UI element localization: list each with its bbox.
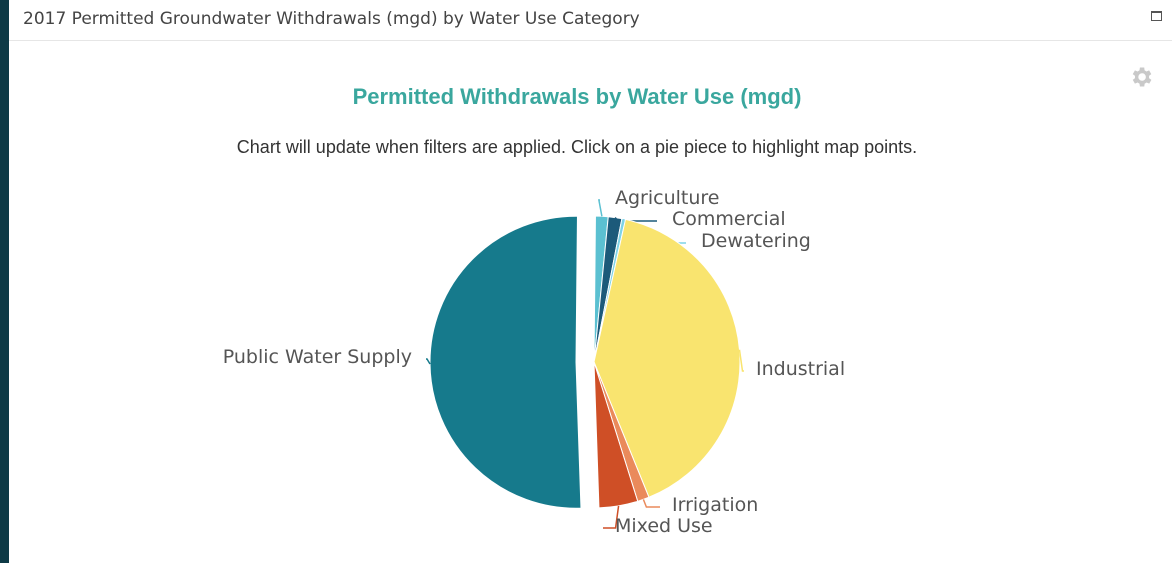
panel-title: 2017 Permitted Groundwater Withdrawals (…: [23, 9, 640, 29]
maximize-icon[interactable]: [1151, 11, 1162, 21]
pie-slice-industrial[interactable]: [593, 218, 741, 498]
slice-label: Agriculture: [615, 187, 720, 209]
connector-line: [738, 349, 744, 372]
pie-slice-mixed-use[interactable]: [593, 361, 639, 509]
chart-panel: 2017 Permitted Groundwater Withdrawals (…: [9, 0, 1172, 563]
connector-line: [426, 358, 431, 365]
slice-label: Dewatering: [701, 230, 811, 252]
slice-label: Public Water Supply: [223, 346, 412, 368]
slice-label: Mixed Use: [615, 515, 713, 537]
connector-line: [603, 505, 620, 529]
panel-header: 2017 Permitted Groundwater Withdrawals (…: [9, 0, 1172, 41]
slice-label: Industrial: [756, 358, 845, 380]
chart-title: Permitted Withdrawals by Water Use (mgd): [352, 84, 802, 109]
pie-slice-public-water-supply[interactable]: [429, 215, 582, 509]
connector-line: [642, 499, 660, 508]
gear-icon[interactable]: [1128, 64, 1154, 90]
connector-line: [614, 217, 657, 222]
slice-label: Commercial: [672, 208, 786, 230]
connector-line: [597, 199, 603, 217]
chart-subtitle: Chart will update when filters are appli…: [236, 137, 918, 157]
slice-label: Irrigation: [672, 494, 758, 516]
